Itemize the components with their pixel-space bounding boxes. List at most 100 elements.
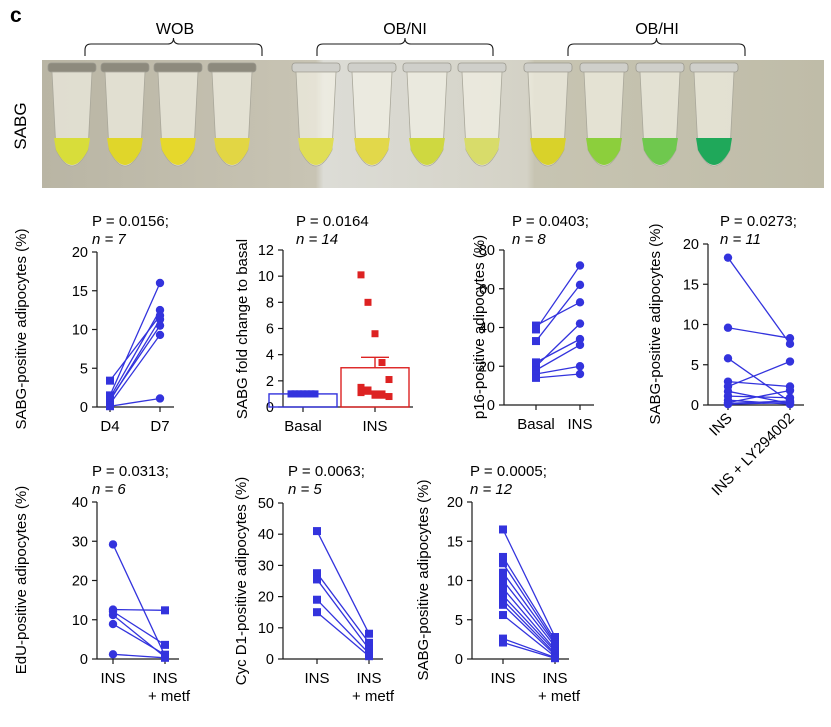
y-tick-label: 40 bbox=[72, 495, 88, 511]
y-tick-label: 20 bbox=[72, 245, 88, 261]
tube-cap bbox=[347, 62, 397, 73]
x-tick-label: D7 bbox=[150, 418, 169, 435]
n-label: n = 12 bbox=[470, 481, 513, 498]
tube-cap bbox=[291, 62, 341, 73]
y-tick-label: 10 bbox=[72, 613, 88, 629]
data-point bbox=[532, 325, 540, 334]
tube-liquid bbox=[54, 138, 90, 165]
data-point bbox=[313, 527, 321, 536]
tube-liquid bbox=[409, 138, 445, 165]
tube-liquid bbox=[586, 138, 622, 165]
pair-line bbox=[316, 530, 370, 635]
x-tick-label: + metf bbox=[148, 688, 191, 705]
data-point bbox=[575, 362, 585, 371]
data-point bbox=[313, 595, 321, 604]
y-tick-label: 20 bbox=[447, 495, 463, 511]
n-label: n = 8 bbox=[512, 231, 546, 248]
y-tick-label: 40 bbox=[258, 527, 274, 543]
tube bbox=[153, 62, 203, 167]
data-point bbox=[313, 569, 321, 578]
pair-line bbox=[535, 323, 581, 367]
data-point bbox=[378, 359, 386, 367]
pair-line bbox=[502, 580, 556, 647]
pair-line bbox=[316, 599, 370, 654]
data-point bbox=[575, 319, 585, 328]
data-point bbox=[108, 540, 118, 549]
data-point bbox=[532, 337, 540, 346]
data-point bbox=[364, 298, 372, 306]
y-tick-label: 5 bbox=[691, 358, 699, 374]
data-point bbox=[357, 389, 365, 397]
data-point bbox=[575, 340, 585, 350]
tube-cap bbox=[689, 62, 739, 73]
tube bbox=[207, 62, 257, 167]
data-point bbox=[575, 280, 585, 290]
y-tick-label: 20 bbox=[72, 574, 88, 590]
tube-liquid bbox=[696, 138, 732, 165]
pair-line bbox=[502, 572, 556, 645]
pair-line bbox=[727, 401, 791, 405]
tube-liquid bbox=[298, 138, 334, 165]
y-tick-label: 5 bbox=[80, 361, 88, 377]
n-label: n = 5 bbox=[288, 481, 322, 498]
data-point bbox=[357, 383, 365, 391]
pair-line bbox=[535, 365, 581, 375]
data-point bbox=[155, 311, 165, 320]
y-tick-label: 2 bbox=[266, 374, 274, 390]
pair-line bbox=[727, 389, 791, 404]
x-tick-label: INS bbox=[567, 416, 592, 433]
data-point bbox=[723, 399, 733, 409]
p-value-label: P = 0.0164 bbox=[296, 213, 369, 230]
pair-line bbox=[502, 614, 556, 658]
data-point bbox=[723, 354, 733, 363]
data-point bbox=[299, 390, 307, 398]
data-point bbox=[499, 600, 507, 609]
tube bbox=[579, 62, 629, 167]
data-point bbox=[371, 391, 379, 399]
y-tick-label: 30 bbox=[258, 558, 274, 574]
data-point bbox=[155, 394, 165, 403]
x-tick-label: INS bbox=[490, 670, 515, 687]
tube-cap bbox=[579, 62, 629, 73]
data-point bbox=[723, 323, 733, 332]
pair-line bbox=[112, 653, 166, 659]
tube-cap bbox=[402, 62, 452, 73]
y-tick-label: 6 bbox=[266, 322, 274, 338]
y-tick-label: 30 bbox=[72, 534, 88, 550]
n-label: n = 6 bbox=[92, 481, 126, 498]
data-point bbox=[499, 559, 507, 568]
sabg-tube-photo bbox=[42, 60, 824, 188]
bracket bbox=[84, 37, 263, 56]
tube bbox=[635, 62, 685, 167]
pair-line bbox=[502, 641, 556, 659]
tube-row bbox=[47, 62, 739, 167]
data-point bbox=[365, 638, 373, 647]
pair-line bbox=[316, 611, 370, 657]
data-point bbox=[378, 390, 386, 398]
pair-line bbox=[112, 610, 166, 646]
pair-line bbox=[727, 400, 791, 405]
pair-line bbox=[109, 397, 161, 407]
y-tick-label: 0 bbox=[455, 652, 463, 668]
x-tick-label: INS bbox=[706, 410, 736, 440]
tube bbox=[689, 62, 739, 167]
tube-cap bbox=[457, 62, 507, 73]
tube bbox=[291, 62, 341, 167]
y-tick-label: 15 bbox=[683, 277, 699, 293]
y-tick-label: 10 bbox=[258, 621, 274, 637]
data-point bbox=[499, 576, 507, 585]
y-tick-label: 0 bbox=[487, 398, 495, 414]
data-point bbox=[365, 629, 373, 638]
data-point bbox=[161, 606, 169, 615]
x-tick-label: + metf bbox=[538, 688, 581, 705]
chart-cycd1: P = 0.0063;n = 5 Cyc D1-positive adipocyt… bbox=[233, 463, 395, 705]
pair-line bbox=[316, 572, 370, 644]
p-value-label: P = 0.0273; bbox=[720, 213, 797, 230]
y-axis-label: SABG-positive adipocytes (%) bbox=[647, 224, 664, 425]
y-axis-label: SABG-positive adipocytes (%) bbox=[13, 229, 30, 430]
pair-line bbox=[502, 556, 556, 641]
pair-line bbox=[502, 599, 556, 654]
tube-cap bbox=[153, 62, 203, 73]
